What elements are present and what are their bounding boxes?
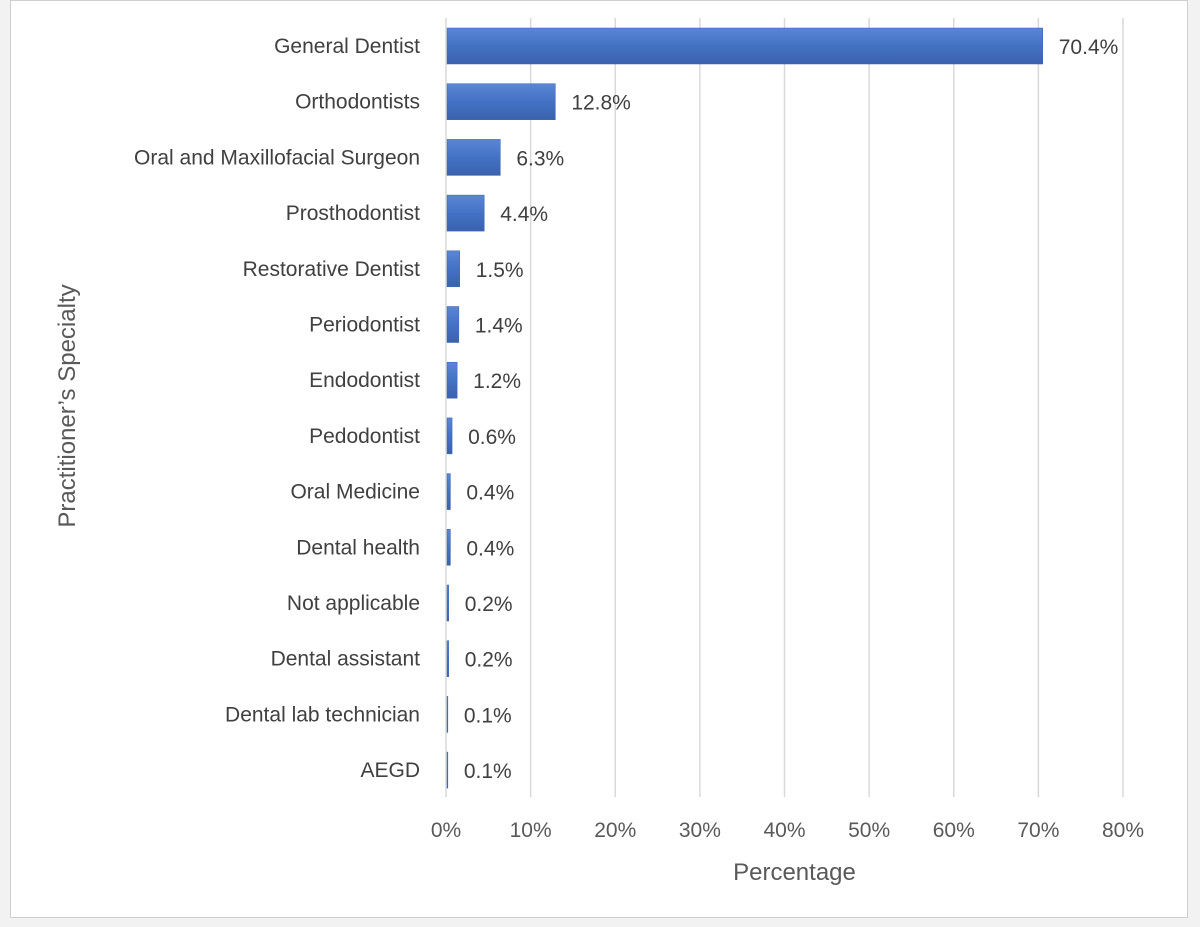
y-axis-title: Practitioner’s Specialty [54, 284, 81, 527]
bar [446, 27, 1044, 65]
x-tick-label: 70% [1017, 819, 1059, 842]
bar [446, 529, 451, 566]
x-tick-label: 0% [431, 819, 461, 842]
bar [446, 696, 449, 733]
data-label: 1.5% [476, 259, 524, 282]
x-tick-label: 80% [1102, 819, 1144, 842]
bar [446, 473, 451, 510]
value-labels: 70.4% 12.8% 6.3% 4.4% 1.5% 1.4% 1.2% 0.6% 0.4% 0.… [464, 36, 1118, 783]
x-axis-title: Percentage [733, 859, 856, 886]
data-label: 1.4% [475, 315, 523, 338]
data-label: 4.4% [500, 203, 548, 226]
data-label: 0.2% [465, 649, 513, 672]
x-tick-label: 60% [933, 819, 975, 842]
data-label: 70.4% [1059, 36, 1119, 59]
bar [446, 751, 449, 789]
data-label: 0.1% [464, 704, 512, 727]
category-label: Dental assistant [271, 648, 421, 671]
category-label: Oral Medicine [290, 481, 420, 504]
category-label: Dental lab technician [225, 703, 420, 726]
bar [446, 250, 460, 288]
category-label: Prosthodontist [286, 202, 420, 225]
data-label: 0.6% [468, 426, 516, 449]
x-tick-label: 10% [510, 819, 552, 842]
bar [446, 83, 556, 120]
data-label: 0.4% [466, 537, 514, 560]
bar-chart: General Dentist Orthodontists Oral and Max… [54, 18, 1144, 886]
bars [446, 27, 1044, 789]
chart-frame: General Dentist Orthodontists Oral and Max… [10, 0, 1188, 918]
data-label: 0.1% [464, 760, 512, 783]
bar [446, 139, 501, 176]
bar [446, 417, 453, 455]
category-label: General Dentist [274, 35, 420, 58]
category-label: Endodontist [309, 369, 420, 392]
x-tick-label: 30% [679, 819, 721, 842]
x-tick-label: 20% [594, 819, 636, 842]
x-tick-label: 50% [848, 819, 890, 842]
category-label: Periodontist [309, 314, 420, 337]
category-labels: General Dentist Orthodontists Oral and Max… [134, 35, 420, 782]
x-tick-label: 40% [763, 819, 805, 842]
category-label: Orthodontists [295, 91, 420, 114]
category-label: Oral and Maxillofacial Surgeon [134, 146, 420, 169]
category-label: Dental health [296, 536, 420, 559]
data-label: 1.2% [473, 370, 521, 393]
x-tick-labels: 0% 10% 20% 30% 40% 50% 60% 70% 80% [431, 819, 1144, 842]
bar [446, 361, 458, 399]
data-label: 0.4% [466, 482, 514, 505]
category-label: Pedodontist [309, 425, 420, 448]
bar [446, 306, 460, 343]
category-label: Restorative Dentist [243, 258, 421, 281]
gridlines [445, 18, 1124, 797]
category-label: Not applicable [287, 592, 420, 615]
category-label: AEGD [360, 759, 420, 782]
bar [446, 640, 449, 677]
bar [446, 194, 485, 232]
data-label: 6.3% [516, 147, 564, 170]
bar [446, 584, 449, 622]
data-label: 12.8% [571, 92, 631, 115]
data-label: 0.2% [465, 593, 513, 616]
